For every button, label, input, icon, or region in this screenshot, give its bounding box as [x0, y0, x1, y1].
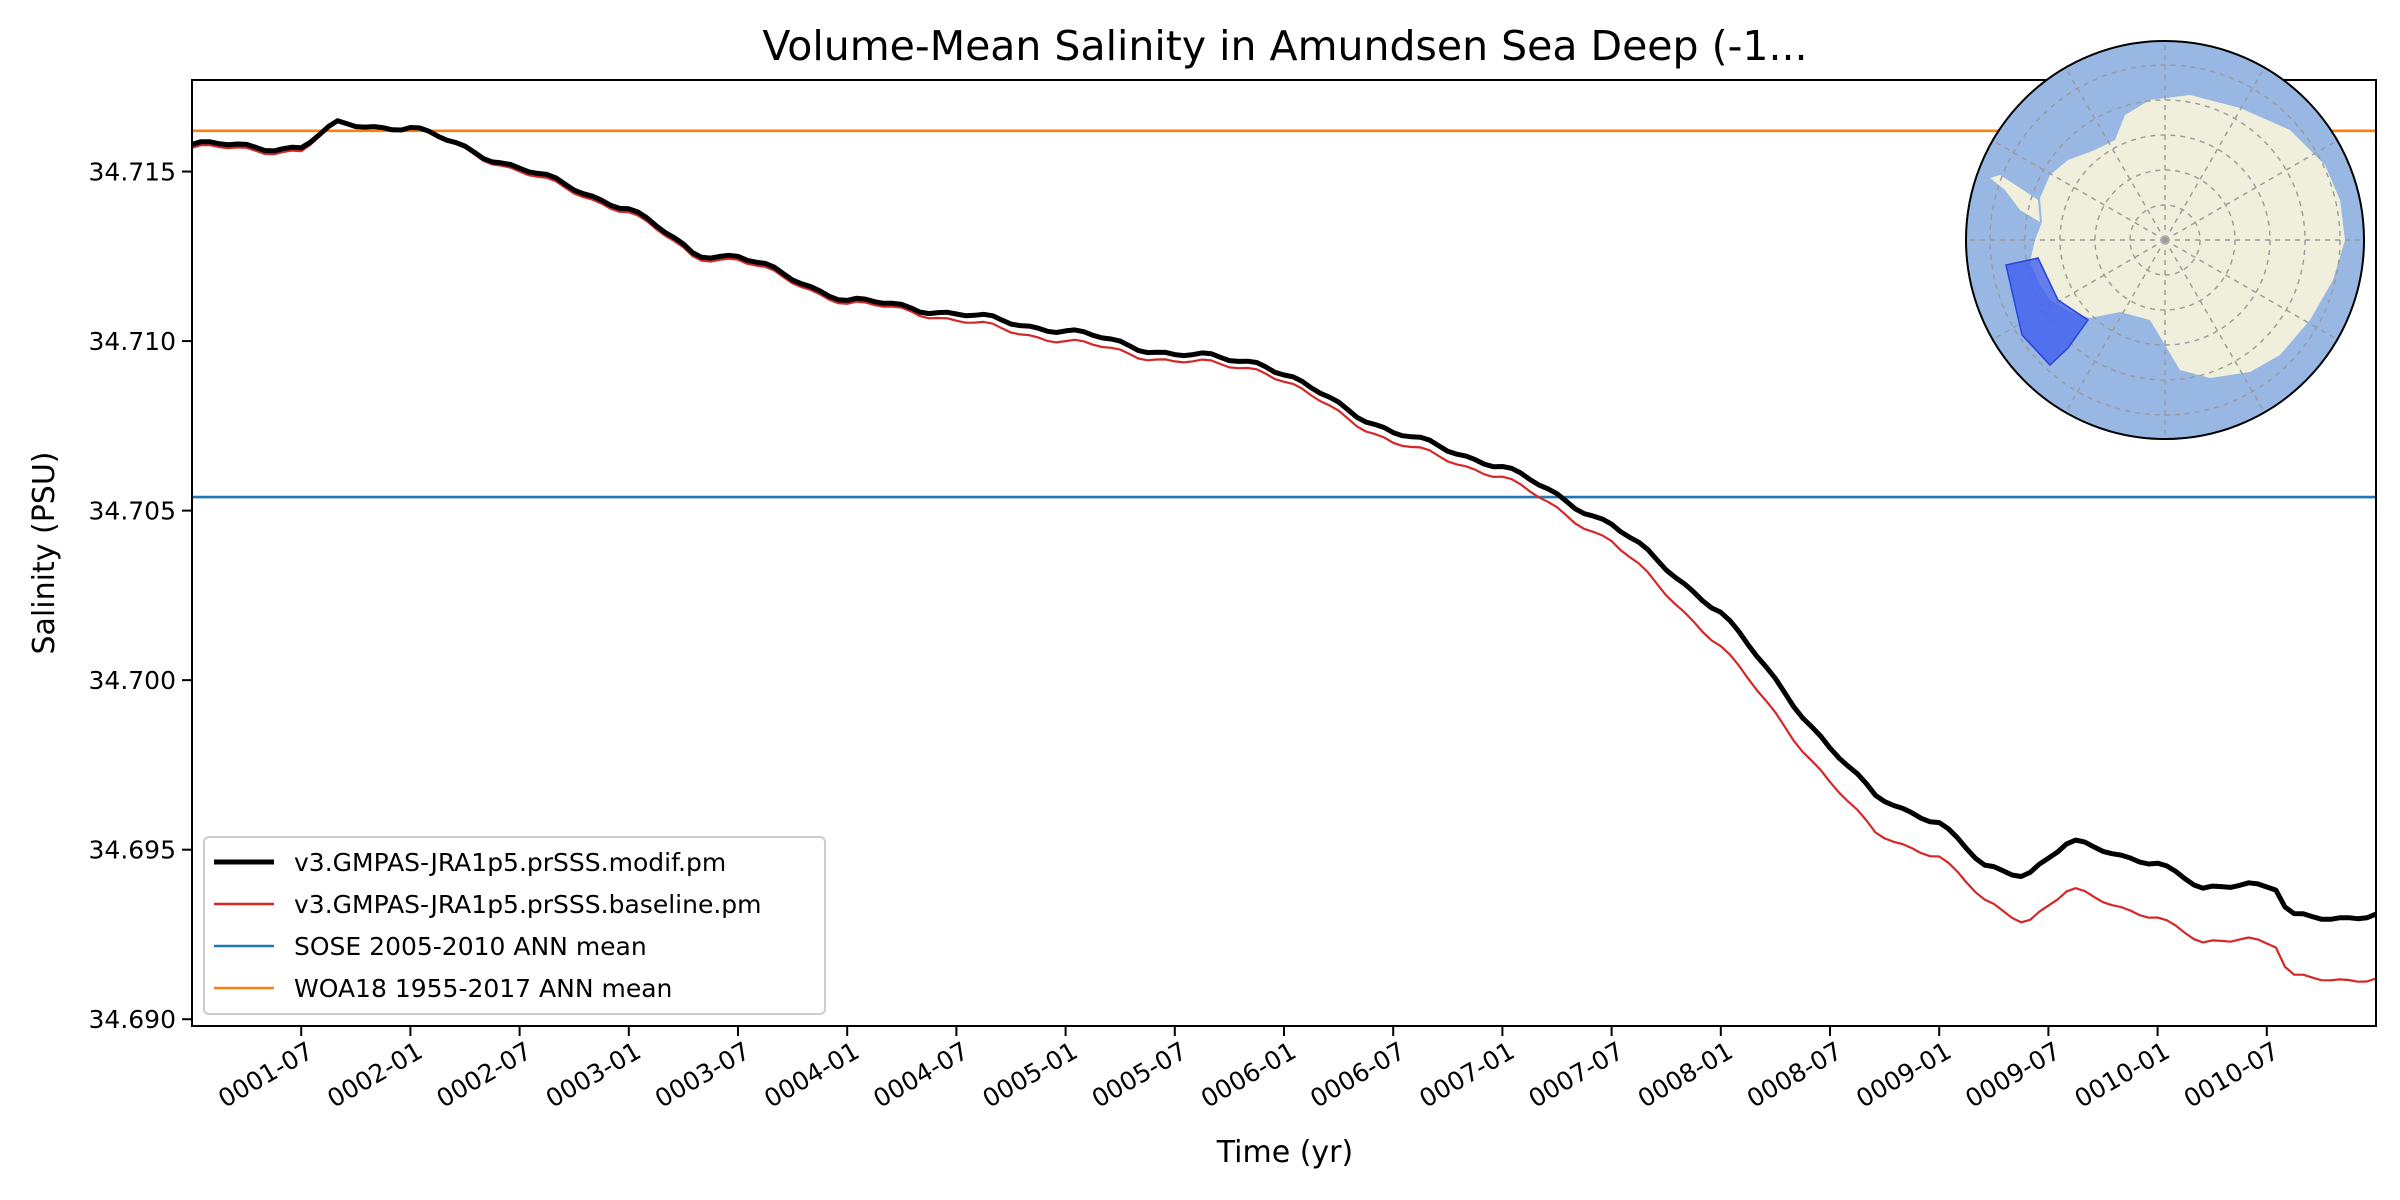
antarctica-landmass — [2030, 95, 2345, 378]
series-line-1 — [191, 118, 2377, 922]
y-tick-label: 34.690 — [89, 1005, 176, 1034]
legend-label: WOA18 1955-2017 ANN mean — [294, 974, 672, 1003]
y-tick-label: 34.700 — [89, 666, 176, 695]
inset-map — [1965, 40, 2365, 440]
legend-label: SOSE 2005-2010 ANN mean — [294, 932, 647, 961]
legend: v3.GMPAS-JRA1p5.prSSS.modif.pm v3.GMPAS-J… — [203, 836, 826, 1015]
y-tick-label: 34.695 — [89, 836, 176, 865]
plot-area — [191, 118, 2377, 983]
x-axis-label: Time (yr) — [1216, 1135, 1353, 1170]
y-tick-label: 34.710 — [89, 327, 176, 356]
antarctic-peninsula — [1990, 175, 2040, 222]
legend-box — [203, 836, 826, 1015]
series-line-2 — [191, 119, 2377, 983]
legend-label: v3.GMPAS-JRA1p5.prSSS.baseline.pm — [294, 890, 762, 919]
y-axis-label: Salinity (PSU) — [27, 452, 62, 655]
legend-label: v3.GMPAS-JRA1p5.prSSS.modif.pm — [294, 848, 726, 877]
amundsen-sea-region — [2005, 257, 2090, 367]
chart-title: Volume-Mean Salinity in Amundsen Sea Dee… — [762, 22, 1807, 70]
inset-map-graticule — [1966, 41, 2364, 439]
y-tick-label: 34.705 — [89, 497, 176, 526]
inset-map-border — [1965, 40, 2365, 440]
y-tick-label: 34.715 — [89, 158, 176, 187]
